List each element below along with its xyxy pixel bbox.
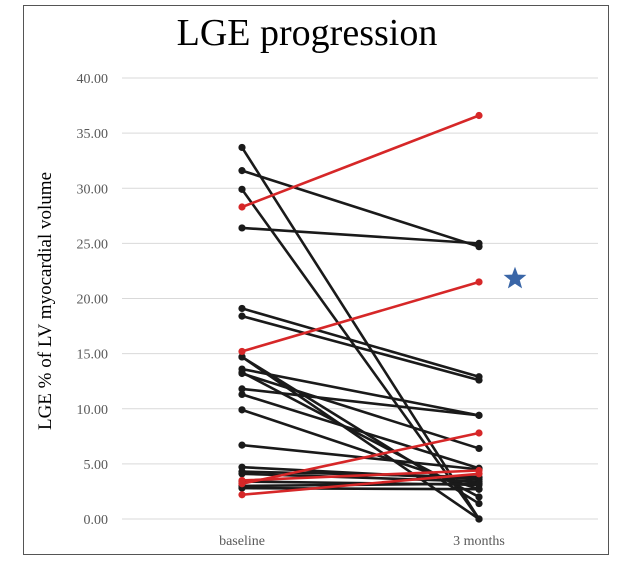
data-point — [475, 470, 483, 478]
y-tick-label: 10.00 — [77, 403, 109, 418]
series-black-16 — [238, 385, 483, 419]
data-point — [238, 406, 246, 414]
series-line — [240, 372, 481, 450]
series-line — [240, 367, 481, 417]
y-tick-label: 15.00 — [77, 348, 109, 363]
data-point — [238, 470, 246, 478]
series-line — [240, 226, 481, 245]
data-point — [238, 476, 246, 485]
series-red-0 — [238, 111, 483, 211]
y-tick-label: 25.00 — [77, 237, 109, 252]
series-line — [240, 314, 481, 382]
y-tick-label: 40.00 — [77, 72, 109, 87]
data-point — [475, 480, 483, 488]
series-line — [240, 486, 481, 491]
data-point — [475, 515, 483, 523]
series-line — [240, 169, 481, 248]
series-line — [240, 146, 481, 521]
data-point — [475, 376, 483, 384]
y-tick-label: 20.00 — [77, 293, 109, 308]
data-point — [238, 304, 246, 313]
data-point — [238, 224, 246, 232]
data-point — [475, 239, 483, 247]
data-point — [238, 203, 246, 211]
data-point — [238, 368, 246, 376]
series-line — [240, 472, 481, 497]
y-tick-label: 5.00 — [84, 458, 109, 473]
data-point — [475, 444, 483, 453]
x-tick-labels: baseline 3 months — [219, 534, 505, 549]
data-point — [238, 143, 246, 152]
series-red-4 — [238, 470, 483, 499]
data-point — [475, 485, 483, 493]
series-red-1 — [238, 278, 483, 356]
series-line — [240, 280, 481, 353]
y-axis-label: LGE % of LV myocardial volume — [35, 172, 56, 430]
series-black-10 — [238, 312, 483, 384]
annotations — [503, 266, 527, 289]
y-tick-label: 0.00 — [84, 513, 109, 528]
data-point — [238, 353, 246, 361]
series-lines — [238, 111, 483, 523]
data-point — [475, 111, 483, 120]
data-point — [238, 441, 246, 449]
data-point — [238, 185, 246, 193]
data-point — [475, 411, 483, 419]
data-point — [238, 390, 246, 399]
y-tick-labels: 0.00 5.00 10.00 15.00 20.00 25.00 30.00 35.00 40… — [77, 72, 109, 528]
series-line — [240, 387, 481, 417]
data-point — [238, 312, 246, 320]
y-tick-label: 30.00 — [77, 182, 109, 197]
series-line — [240, 469, 481, 482]
chart-title: LGE progression — [177, 12, 438, 54]
series-black-6 — [238, 167, 483, 251]
series-line — [240, 393, 481, 470]
data-point — [238, 167, 246, 175]
x-tick-label: 3 months — [453, 534, 505, 549]
data-point — [475, 278, 483, 286]
gridlines — [122, 77, 598, 520]
series-black-8 — [238, 224, 483, 247]
data-point — [475, 429, 483, 437]
data-point — [238, 491, 246, 499]
series-line — [240, 114, 481, 209]
data-point — [475, 499, 483, 508]
series-line — [240, 355, 481, 521]
series-line — [240, 307, 481, 379]
star-icon — [503, 266, 527, 289]
data-point — [238, 347, 246, 356]
data-point — [238, 385, 246, 393]
y-tick-label: 35.00 — [77, 127, 109, 142]
x-tick-label: baseline — [219, 534, 265, 549]
series-line — [240, 431, 481, 486]
data-point — [475, 493, 483, 501]
